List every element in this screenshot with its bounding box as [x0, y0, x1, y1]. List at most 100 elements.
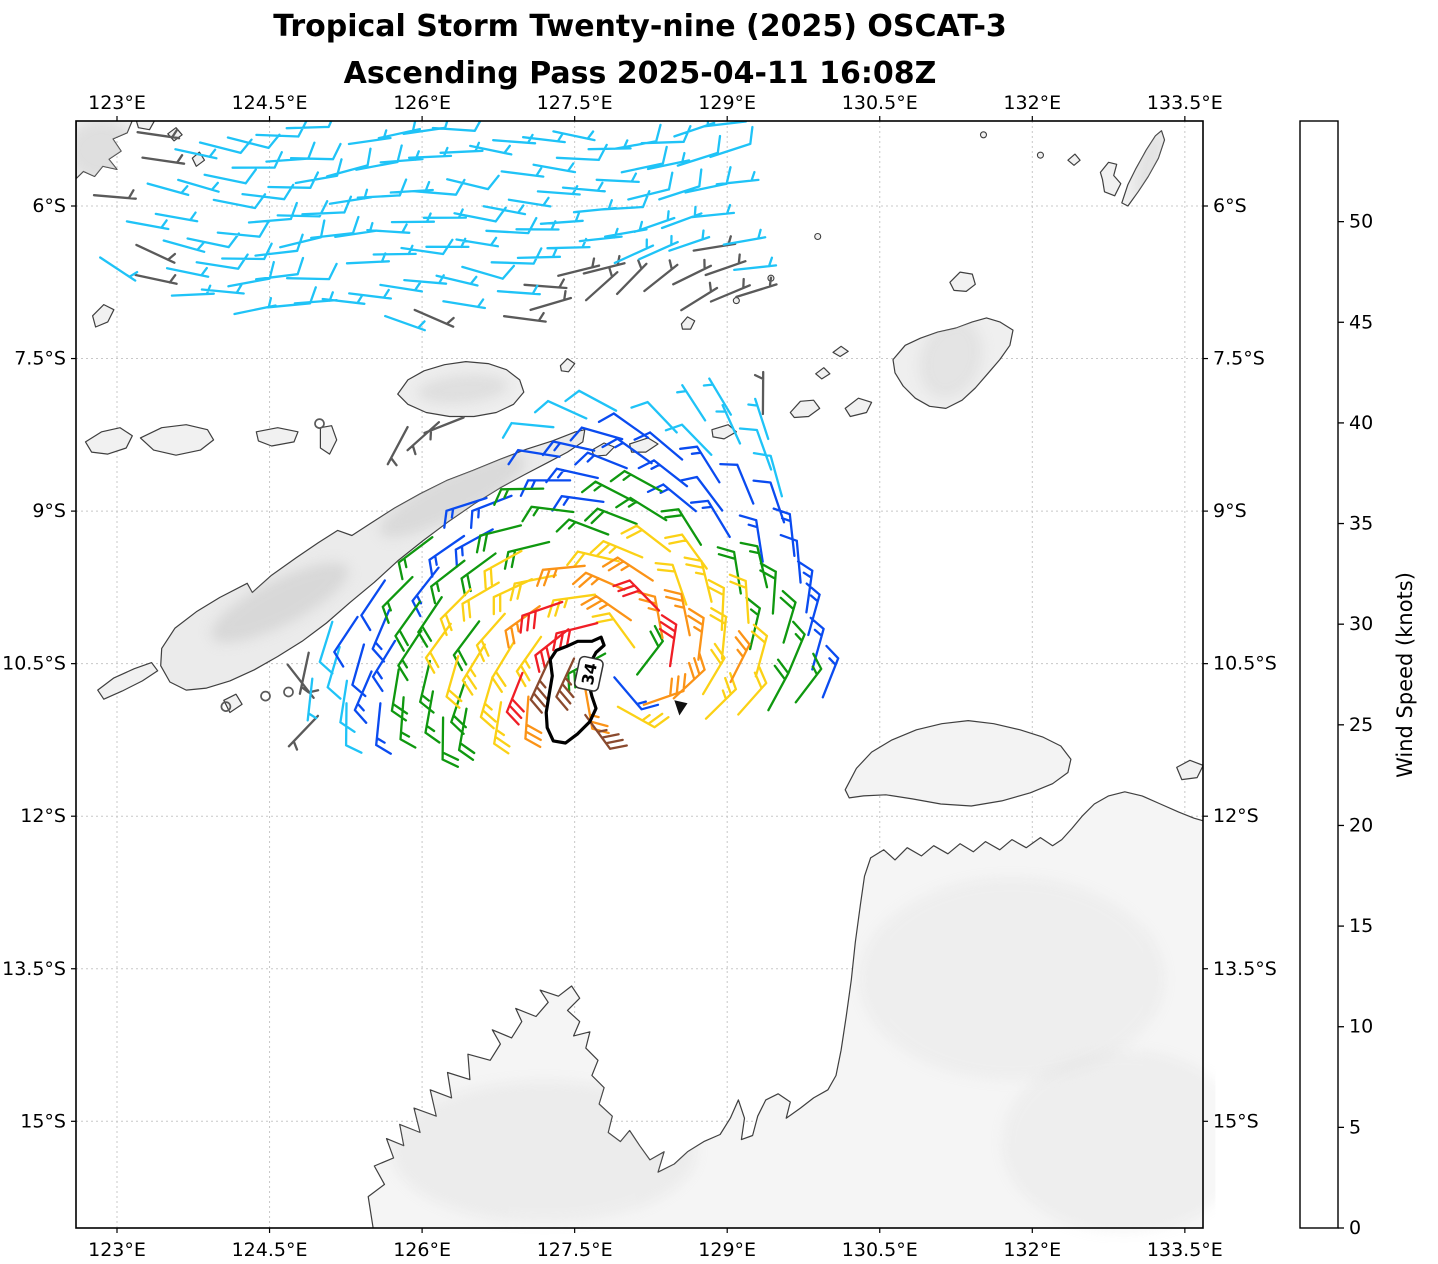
- wind-barbs-0-5kt: [92, 128, 778, 751]
- island-kai-kecil: [1099, 161, 1122, 197]
- islet-dot: [979, 131, 988, 139]
- terrain-shade: [76, 120, 138, 181]
- colorbar-tick-label: 30: [1349, 613, 1373, 635]
- y-tick-label-left: 7.5°S: [14, 348, 66, 370]
- chart-title-line2: Ascending Pass 2025-04-11 16:08Z: [344, 56, 937, 91]
- wind-barbs-layer: [92, 121, 840, 768]
- y-tick-label-right: 15°S: [1213, 1110, 1259, 1132]
- x-tick-label-top: 130.5°E: [842, 92, 918, 114]
- y-tick-label-right: 13.5°S: [1213, 958, 1277, 980]
- colorbar-tick-label: 40: [1349, 412, 1373, 434]
- colorbar-tick-label: 35: [1349, 513, 1373, 535]
- colorbar-tick-label: 45: [1349, 311, 1373, 333]
- wind-barbs-30-35kt: [505, 579, 678, 726]
- colorbar-layer: 0 5 10 15 20 25 30 35 40 45 50: [1299, 120, 1373, 1239]
- island-tanimbar-nw2: [832, 345, 849, 358]
- x-tick-label-top: 127.5°E: [537, 92, 613, 114]
- y-tick-label-right: 7.5°S: [1213, 348, 1265, 370]
- wind-barbs-20-25kt: [424, 524, 769, 755]
- x-tick-label-top: 123°E: [88, 92, 146, 114]
- wind-barbs-35-40kt: [529, 657, 628, 750]
- storm-overlay-layer: [544, 635, 688, 745]
- colorbar-tick-label: 25: [1349, 714, 1373, 736]
- island-goulburn: [1176, 759, 1203, 781]
- x-tick-label-bottom: 123°E: [88, 1239, 146, 1261]
- r34-contour-label: 34: [574, 655, 604, 692]
- y-tick-label-right: 12°S: [1213, 805, 1259, 827]
- island-binongko: [92, 304, 115, 328]
- wind-barbs-5-10kt: [99, 121, 784, 754]
- y-tick-label-right: 9°S: [1213, 500, 1247, 522]
- r34-label-box: [574, 655, 604, 692]
- wind-barbs-10-15kt: [333, 412, 840, 755]
- island-atauro: [319, 425, 338, 455]
- x-tick-label-top: 132°E: [1003, 92, 1061, 114]
- calm-circles: [220, 418, 325, 712]
- x-tick-label-bottom: 129°E: [698, 1239, 756, 1261]
- terrain-shade: [859, 877, 1165, 1081]
- island-tanimbar-nw1: [815, 367, 831, 380]
- y-tick-label-right: 10.5°S: [1213, 653, 1277, 675]
- island-alor-west: [84, 427, 133, 455]
- x-tick-label-top: 129°E: [698, 92, 756, 114]
- island-kur: [1067, 153, 1081, 166]
- island-selaru: [844, 397, 873, 418]
- colorbar-frame: [1299, 120, 1339, 1229]
- x-tick-label-bottom: 130.5°E: [842, 1239, 918, 1261]
- island-sermata: [789, 399, 821, 419]
- colorbar-axis-label: Wind Speed (knots): [1393, 572, 1417, 778]
- y-tick-label-left: 6°S: [32, 195, 66, 217]
- y-tick-label-left: 15°S: [20, 1110, 66, 1132]
- y-tick-label-left: 9°S: [32, 500, 66, 522]
- x-tick-label-top: 133.5°E: [1147, 92, 1223, 114]
- terrain-shade: [919, 318, 983, 399]
- islet-dot: [732, 297, 740, 305]
- chart-title-line1: Tropical Storm Twenty-nine (2025) OSCAT-…: [273, 9, 1007, 44]
- x-tick-label-bottom: 124.5°E: [232, 1239, 308, 1261]
- island-buton-arm: [135, 121, 156, 131]
- x-tick-label-top: 126°E: [393, 92, 451, 114]
- island-babar: [949, 271, 976, 292]
- x-tick-label-bottom: 132°E: [1003, 1239, 1061, 1261]
- island-semau: [223, 693, 243, 714]
- islet-dot: [1036, 151, 1044, 159]
- terrain-shade: [391, 1080, 697, 1224]
- terrain-shade: [417, 374, 509, 404]
- x-tick-label-bottom: 133.5°E: [1147, 1239, 1223, 1261]
- colorbar-tick-label: 20: [1349, 814, 1373, 836]
- terrain-shading-layer: [76, 120, 1216, 1234]
- colorbar-tick-label: 10: [1349, 1016, 1373, 1038]
- island-moa: [629, 437, 659, 453]
- island-lomblen: [255, 427, 299, 447]
- island-leti: [591, 442, 615, 457]
- island-romang: [680, 316, 696, 330]
- y-tick-label-left: 13.5°S: [2, 958, 66, 980]
- terrain-shade: [1134, 130, 1165, 200]
- island-tiwi: [844, 720, 1072, 807]
- x-tick-label-bottom: 126°E: [393, 1239, 451, 1261]
- y-tick-label-left: 12°S: [20, 805, 66, 827]
- plot-frame: [75, 120, 1204, 1229]
- axes-frame-layer: 123°E 123°E 124.5°E 124.5°E 126°E 126°E 127.5°…: [2, 92, 1277, 1261]
- colorbar-tick-label: 5: [1349, 1116, 1361, 1138]
- storm-center-marker: [674, 700, 688, 716]
- y-tick-label-left: 10.5°S: [2, 653, 66, 675]
- island-kisar: [559, 358, 576, 373]
- island-lakor: [711, 424, 737, 440]
- terrain-shade: [1001, 1050, 1216, 1234]
- y-tick-label-right: 6°S: [1213, 195, 1247, 217]
- islet-dot: [814, 232, 822, 241]
- colorbar-tick-label: 0: [1349, 1217, 1361, 1239]
- r34-label-text: 34: [578, 661, 601, 687]
- x-tick-label-bottom: 127.5°E: [537, 1239, 613, 1261]
- colorbar-tick-label: 15: [1349, 915, 1373, 937]
- x-tick-label-top: 124.5°E: [232, 92, 308, 114]
- island-roti: [97, 662, 159, 700]
- colorbar-tick-label: 50: [1349, 211, 1373, 233]
- terrain-shade: [211, 562, 349, 643]
- terrain-shade: [379, 454, 526, 537]
- r34-wind-contour: [544, 635, 606, 745]
- island-alor-east: [139, 424, 215, 456]
